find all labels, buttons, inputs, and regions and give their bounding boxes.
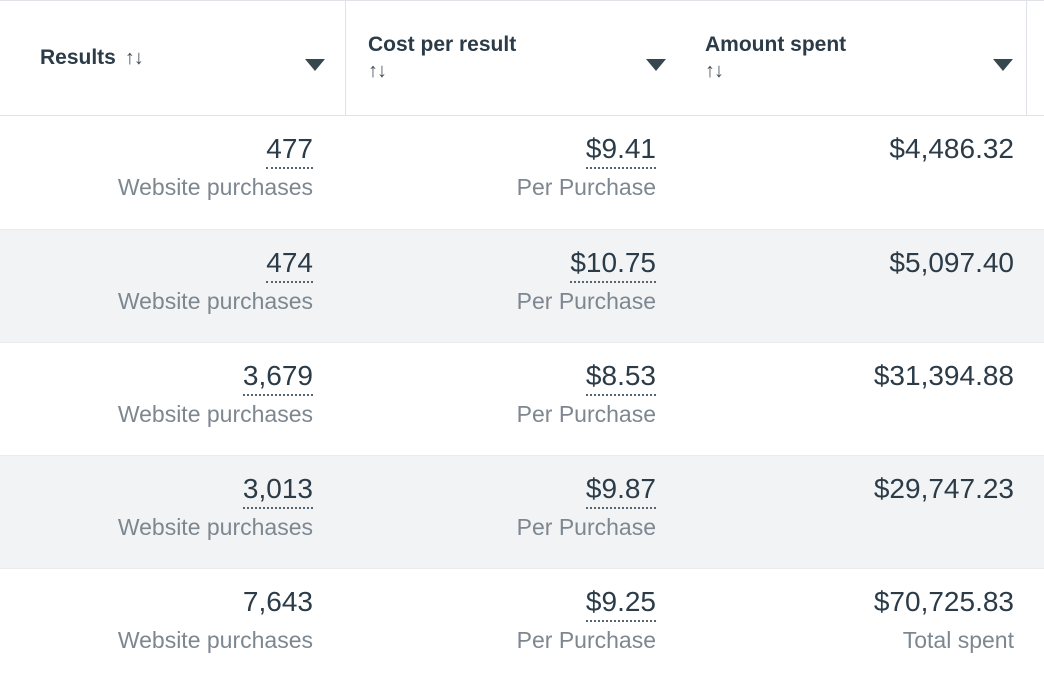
cost-per-result-cell: $8.53 Per Purchase	[345, 343, 680, 455]
results-cell: 3,013 Website purchases	[0, 456, 345, 568]
column-label: Results	[40, 46, 116, 69]
metric-sublabel: Per Purchase	[516, 627, 656, 653]
caret-down-icon[interactable]	[305, 59, 325, 71]
cost-per-result-cell: $9.25 Per Purchase	[345, 569, 680, 692]
metric-value[interactable]: 3,013	[242, 473, 313, 509]
metric-value[interactable]: $9.41	[585, 133, 656, 169]
metric-sublabel: Website purchases	[117, 627, 313, 653]
column-header-results[interactable]: Results ↑↓	[0, 1, 345, 115]
metric-value: 7,643	[242, 586, 313, 617]
metric-value[interactable]: $8.53	[585, 360, 656, 396]
table-row: 474 Website purchases $10.75 Per Purchas…	[0, 229, 1044, 342]
metric-sublabel: Per Purchase	[516, 514, 656, 540]
column-header-amount-spent[interactable]: Amount spent ↑↓	[680, 1, 1026, 115]
metric-value[interactable]: $9.25	[585, 586, 656, 622]
metric-sublabel: Website purchases	[117, 288, 313, 314]
results-cell: 3,679 Website purchases	[0, 343, 345, 455]
table-header: Results ↑↓ Cost per result ↑↓ Amount spe…	[0, 0, 1044, 116]
column-label: Amount spent	[705, 33, 847, 56]
table-row: 477 Website purchases $9.41 Per Purchase…	[0, 116, 1044, 229]
metric-value[interactable]: 477	[266, 133, 313, 169]
metric-value[interactable]: 3,679	[242, 360, 313, 396]
amount-spent-cell: $70,725.83 Total spent	[680, 569, 1026, 692]
metric-value[interactable]: $9.87	[585, 473, 656, 509]
sort-arrows-icon: ↑↓	[705, 60, 724, 82]
sort-arrows-icon: ↑↓	[124, 47, 144, 69]
metric-value[interactable]: $10.75	[570, 247, 656, 283]
metric-value[interactable]: 474	[266, 247, 313, 283]
metric-value: $70,725.83	[873, 586, 1014, 617]
metric-sublabel: Website purchases	[117, 514, 313, 540]
table-row: 3,013 Website purchases $9.87 Per Purcha…	[0, 455, 1044, 568]
cost-per-result-cell: $9.41 Per Purchase	[345, 116, 680, 229]
metric-sublabel: Per Purchase	[516, 174, 656, 200]
metric-sublabel: Per Purchase	[516, 288, 656, 314]
caret-down-icon[interactable]	[993, 59, 1013, 71]
metric-sublabel: Per Purchase	[516, 401, 656, 427]
table-body: 477 Website purchases $9.41 Per Purchase…	[0, 116, 1044, 692]
metric-value: $4,486.32	[889, 133, 1014, 164]
column-header-stub	[1026, 1, 1044, 115]
metric-sublabel: Total spent	[902, 627, 1014, 653]
metric-sublabel: Website purchases	[117, 401, 313, 427]
amount-spent-cell: $31,394.88	[680, 343, 1026, 455]
table-row: 3,679 Website purchases $8.53 Per Purcha…	[0, 342, 1044, 455]
column-header-cost-per-result[interactable]: Cost per result ↑↓	[345, 1, 680, 115]
table-totals-row: 7,643 Website purchases $9.25 Per Purcha…	[0, 568, 1044, 692]
metric-sublabel: Website purchases	[117, 174, 313, 200]
results-cell: 7,643 Website purchases	[0, 569, 345, 692]
metric-value: $5,097.40	[889, 247, 1014, 278]
caret-down-icon[interactable]	[646, 59, 666, 71]
metric-value: $31,394.88	[873, 360, 1014, 391]
results-cell: 477 Website purchases	[0, 116, 345, 229]
amount-spent-cell: $29,747.23	[680, 456, 1026, 568]
cost-per-result-cell: $10.75 Per Purchase	[345, 230, 680, 342]
amount-spent-cell: $5,097.40	[680, 230, 1026, 342]
metric-value: $29,747.23	[873, 473, 1014, 504]
cost-per-result-cell: $9.87 Per Purchase	[345, 456, 680, 568]
amount-spent-cell: $4,486.32	[680, 116, 1026, 229]
results-cell: 474 Website purchases	[0, 230, 345, 342]
sort-arrows-icon: ↑↓	[368, 60, 387, 82]
column-label: Cost per result	[368, 33, 517, 56]
